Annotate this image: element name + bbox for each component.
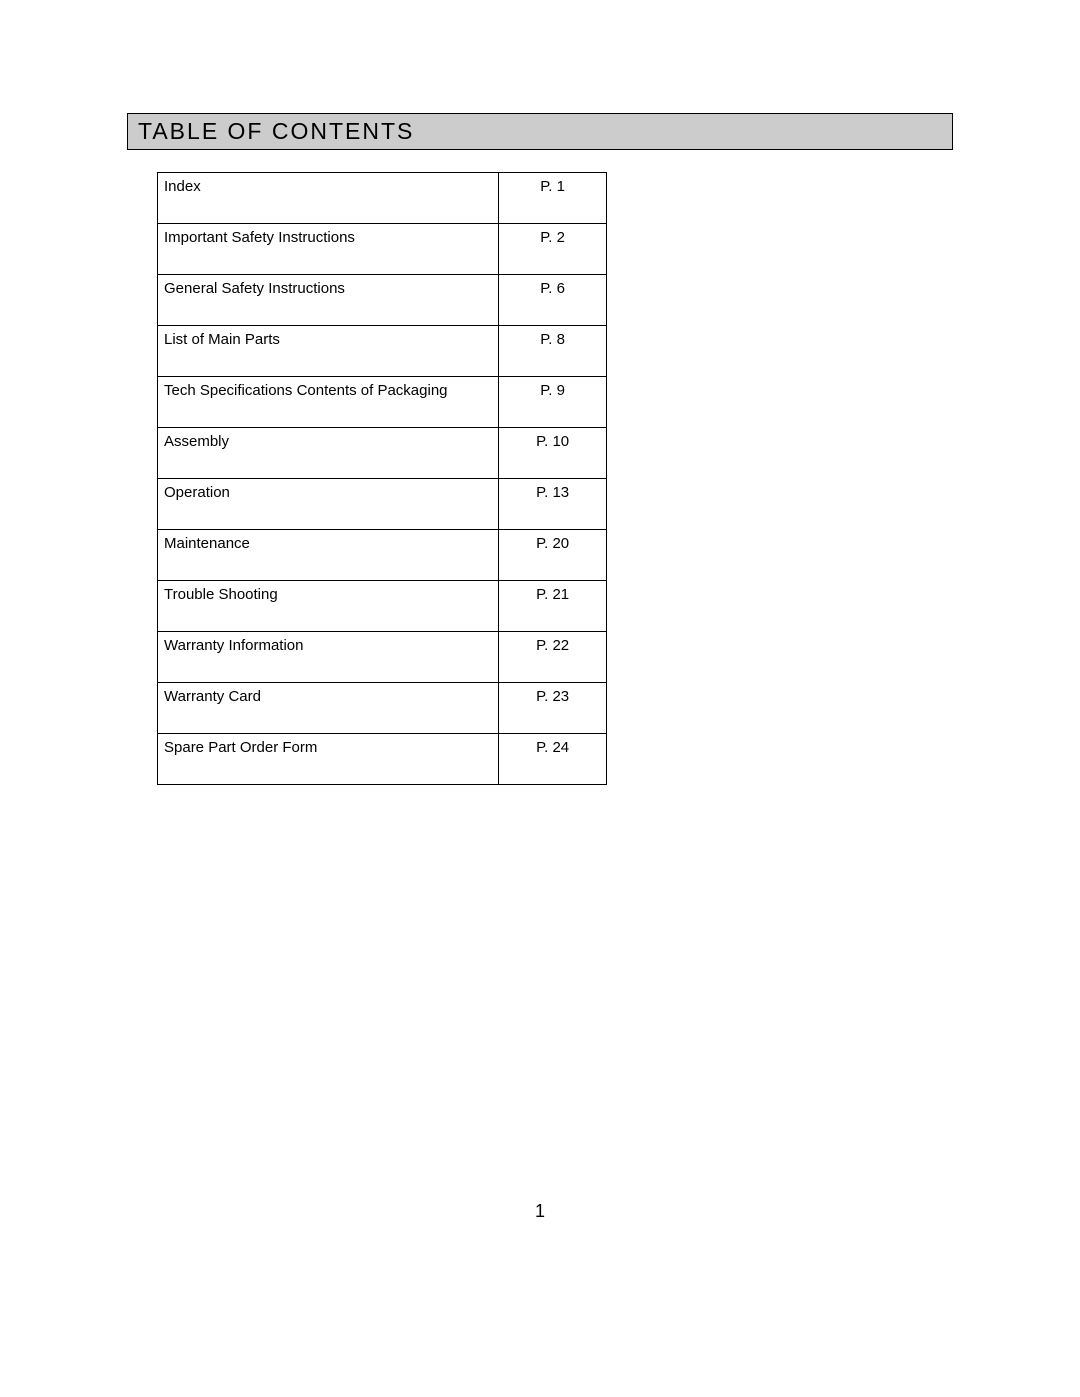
table-row: Warranty Card P. 23 xyxy=(158,683,607,734)
toc-title-cell: Maintenance xyxy=(158,530,499,581)
toc-title-cell: Important Safety Instructions xyxy=(158,224,499,275)
toc-page-cell: P. 8 xyxy=(499,326,607,377)
table-row: Trouble Shooting P. 21 xyxy=(158,581,607,632)
toc-title-cell: Index xyxy=(158,173,499,224)
table-row: Operation P. 13 xyxy=(158,479,607,530)
table-row: List of Main Parts P. 8 xyxy=(158,326,607,377)
toc-page-cell: P. 13 xyxy=(499,479,607,530)
toc-page-cell: P. 10 xyxy=(499,428,607,479)
toc-title-cell: Operation xyxy=(158,479,499,530)
toc-title-cell: General Safety Instructions xyxy=(158,275,499,326)
toc-title-cell: Warranty Information xyxy=(158,632,499,683)
table-row: Spare Part Order Form P. 24 xyxy=(158,734,607,785)
toc-title-cell: Warranty Card xyxy=(158,683,499,734)
table-row: Index P. 1 xyxy=(158,173,607,224)
toc-page-cell: P. 20 xyxy=(499,530,607,581)
toc-table: Index P. 1 Important Safety Instructions… xyxy=(157,172,607,785)
toc-title-cell: List of Main Parts xyxy=(158,326,499,377)
table-row: Maintenance P. 20 xyxy=(158,530,607,581)
toc-page-cell: P. 2 xyxy=(499,224,607,275)
toc-page-cell: P. 23 xyxy=(499,683,607,734)
heading-text: TABLE OF CONTENTS xyxy=(138,118,414,144)
table-row: General Safety Instructions P. 6 xyxy=(158,275,607,326)
toc-page-cell: P. 1 xyxy=(499,173,607,224)
toc-title-cell: Trouble Shooting xyxy=(158,581,499,632)
page-number: 1 xyxy=(0,1201,1080,1222)
toc-page-cell: P. 21 xyxy=(499,581,607,632)
table-row: Tech Specifications Contents of Packagin… xyxy=(158,377,607,428)
heading-bar: TABLE OF CONTENTS xyxy=(127,113,953,150)
toc-page-cell: P. 9 xyxy=(499,377,607,428)
toc-title-cell: Assembly xyxy=(158,428,499,479)
table-row: Important Safety Instructions P. 2 xyxy=(158,224,607,275)
toc-title-cell: Tech Specifications Contents of Packagin… xyxy=(158,377,499,428)
toc-page-cell: P. 6 xyxy=(499,275,607,326)
page: TABLE OF CONTENTS Index P. 1 Important S… xyxy=(0,0,1080,1397)
toc-title-cell: Spare Part Order Form xyxy=(158,734,499,785)
table-row: Assembly P. 10 xyxy=(158,428,607,479)
toc-page-cell: P. 22 xyxy=(499,632,607,683)
table-row: Warranty Information P. 22 xyxy=(158,632,607,683)
toc-page-cell: P. 24 xyxy=(499,734,607,785)
